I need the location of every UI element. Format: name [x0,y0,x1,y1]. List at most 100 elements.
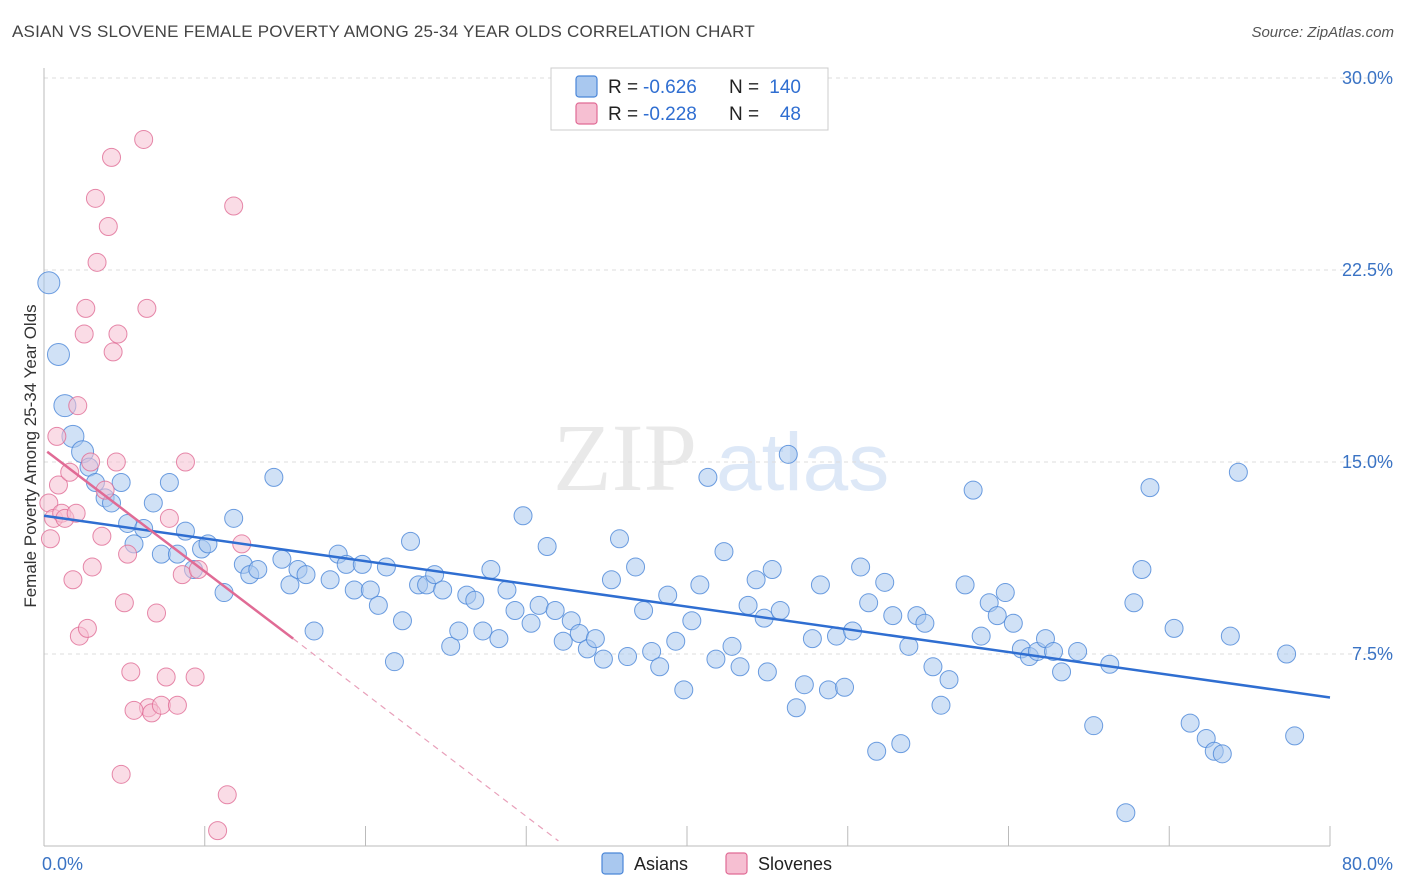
slovene-point [185,667,205,687]
slovene-point [98,216,118,236]
asian-point [818,680,838,700]
asian-point [778,444,798,464]
bottom-legend-swatch-asians [601,852,624,875]
slovene-point [66,503,86,523]
y-tick-label: 7.5% [1352,644,1393,664]
asian-point [1052,662,1072,682]
asian-point [714,542,734,562]
asian-point [376,557,396,577]
trend-line-slovenes-extended [292,638,559,842]
asian-point [151,544,171,564]
asian-point [1164,618,1184,638]
x-ticks [43,826,1331,846]
asian-point [1220,626,1240,646]
asian-point [802,629,822,649]
legend-r-label-asians: R = [608,77,638,98]
slovene-point [85,188,105,208]
slovene-point [147,603,167,623]
asian-point [37,271,61,295]
slovene-point [114,593,134,613]
chart-title: ASIAN VS SLOVENE FEMALE POVERTY AMONG 25… [12,22,755,41]
asian-point [449,621,469,641]
asian-point [601,570,621,590]
asian-point [706,649,726,669]
x-tick-label-min: 0.0% [42,854,83,874]
asian-point [666,631,686,651]
asian-point [650,657,670,677]
asian-point [1116,803,1136,823]
asian-point [46,342,70,366]
asian-point [690,575,710,595]
asian-point [497,580,517,600]
legend-r-label-slovenes: R = [608,104,638,125]
slovene-point [82,557,102,577]
asian-point [585,629,605,649]
legend-n-label-slovenes: N = [729,104,759,125]
asian-point [1228,462,1248,482]
slovene-point [172,565,192,585]
slovene-point [108,324,128,344]
asian-point [746,570,766,590]
asian-point [867,741,887,761]
asian-point [915,613,935,633]
slovene-point [63,570,83,590]
asian-point [883,606,903,626]
slovene-point [111,764,131,784]
slovene-point [102,147,122,167]
asian-point [513,506,533,526]
asian-point [167,544,187,564]
asian-point [1068,641,1088,661]
asian-point [537,536,557,556]
legend-swatch-slovenes [575,102,598,125]
y-tick-label: 15.0% [1342,452,1393,472]
asian-point [634,600,654,620]
asian-point [786,698,806,718]
bottom-legend: Asians Slovenes [601,852,832,875]
slovene-point [48,475,68,495]
asian-point [626,557,646,577]
asian-point [352,554,372,574]
asian-point [939,670,959,690]
slovene-point [224,196,244,216]
asian-point [971,626,991,646]
asian-point [1285,726,1305,746]
legend-r-value-asians: -0.626 [643,77,697,98]
asian-point [320,570,340,590]
asian-point [730,657,750,677]
slovene-point [188,560,208,580]
asian-point [593,649,613,669]
asian-point [465,590,485,610]
asian-point [272,549,292,569]
asian-point [851,557,871,577]
slovene-point [68,396,88,416]
asian-point [698,467,718,487]
legend-n-label-asians: N = [729,77,759,98]
slovene-point [92,526,112,546]
asian-point [529,595,549,615]
asian-point [891,734,911,754]
y-tick-label: 30.0% [1342,68,1393,88]
asian-point [658,585,678,605]
asian-point [401,531,421,551]
slovene-point [159,508,179,528]
asian-point [1140,478,1160,498]
asian-point [264,467,284,487]
asian-point [1044,641,1064,661]
asian-point [296,565,316,585]
slovene-point [118,544,138,564]
asian-point [963,480,983,500]
bottom-legend-swatch-slovenes [725,852,748,875]
trend-line-slovenes [46,450,294,640]
y-tick-label: 22.5% [1342,260,1393,280]
trend-line-asians [43,514,1331,699]
asian-point [1132,560,1152,580]
slovene-point [137,298,157,318]
asian-point [1100,654,1120,674]
slovene-point [151,695,171,715]
asian-point [1212,744,1232,764]
asian-point [1180,713,1200,733]
asian-point [1124,593,1144,613]
asian-point [923,657,943,677]
asian-point [344,580,364,600]
